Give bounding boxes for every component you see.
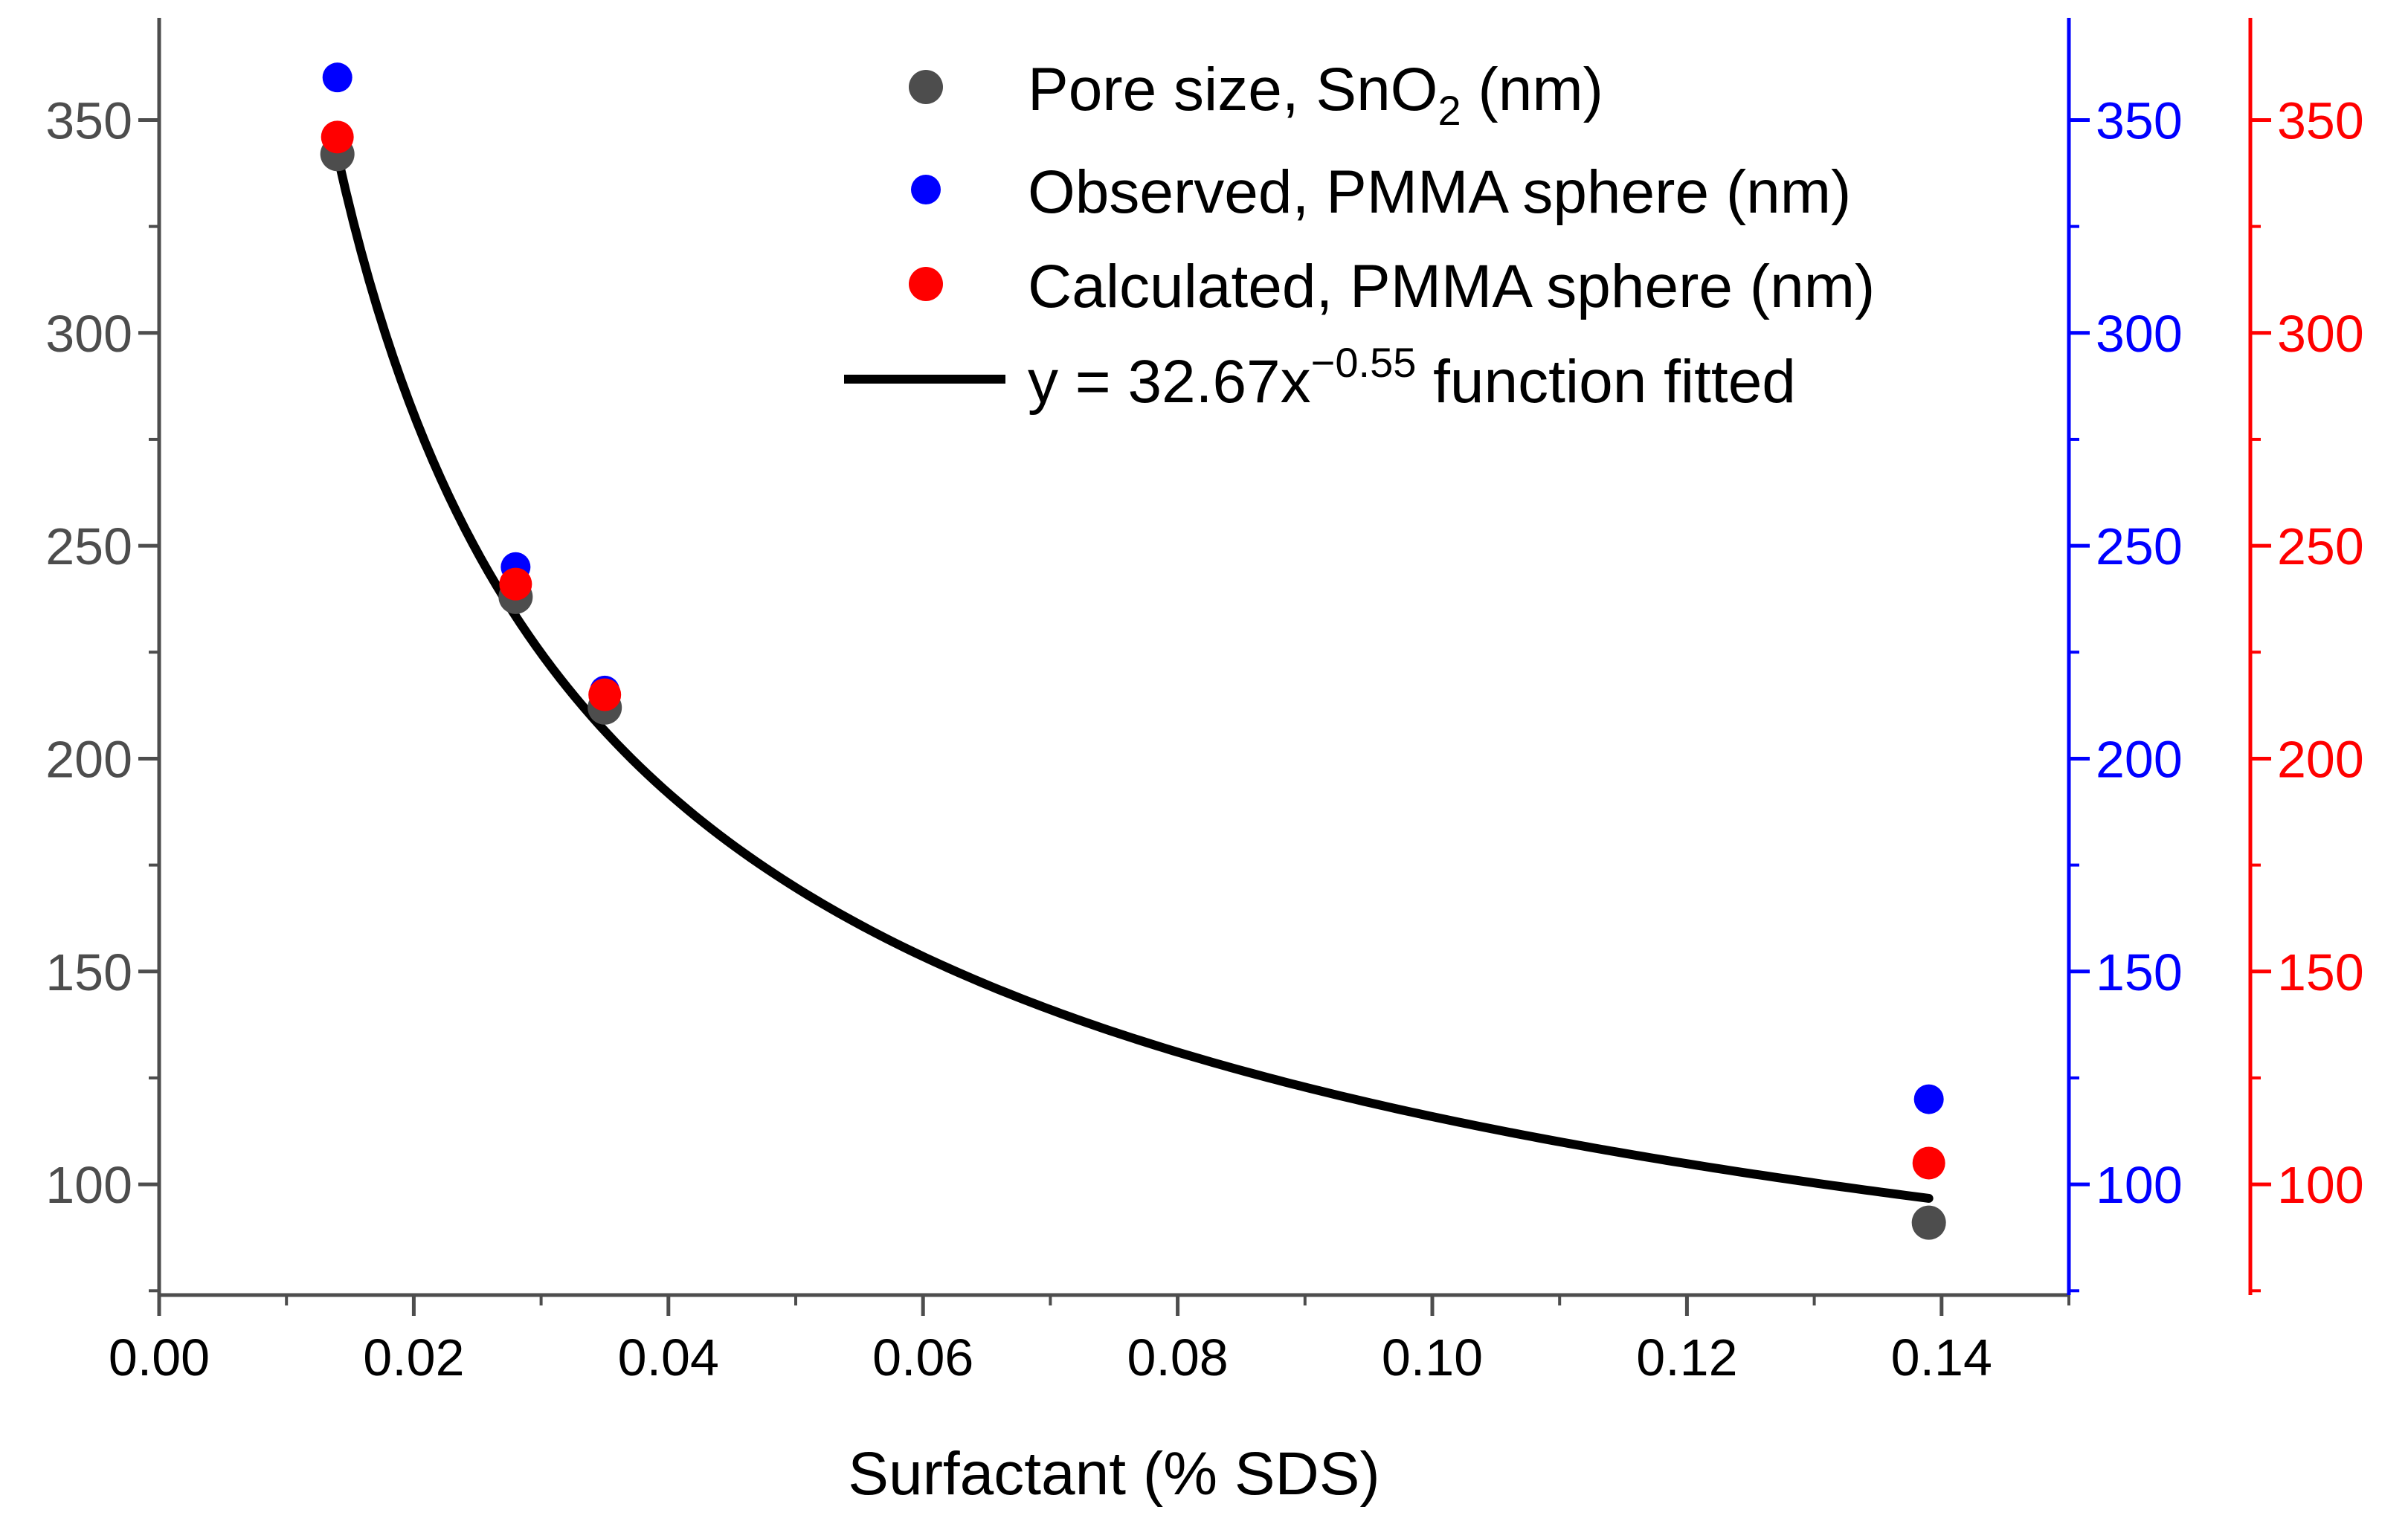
axes: 0.00 0.02 0.04 0.06 0.08 0.10 0.12 0.14 100 150 20… [45,18,2364,1386]
y-tick-label-right2: 250 [2277,517,2364,575]
y-tick-label-right1: 250 [2096,517,2183,575]
y-tick-label-left: 250 [45,517,132,575]
legend-label: Calculated, PMMA sphere (nm) [1028,253,1875,320]
y-tick-label-left: 200 [45,730,132,788]
y-tick-label-right1: 200 [2096,730,2183,788]
data-point [499,567,532,601]
x-tick-label: 0.06 [872,1329,973,1386]
x-tick-label: 0.08 [1127,1329,1228,1386]
y-tick-label-right2: 350 [2277,91,2364,149]
legend-marker [909,70,943,104]
x-tick-label: 0.14 [1891,1329,1992,1386]
data-point [322,62,352,93]
data-point [1913,1084,1944,1114]
y-tick-label-left: 100 [45,1156,132,1214]
x-tick-label: 0.02 [363,1329,464,1386]
y-tick-label-left: 300 [45,305,132,363]
x-tick-label: 0.12 [1636,1329,1737,1386]
y-tick-label-right2: 300 [2277,305,2364,363]
legend: Pore size, SnO2 (nm) Observed, PMMA spher… [844,56,1875,416]
data-point [1912,1146,1945,1180]
y-tick-label-right2: 150 [2277,943,2364,1001]
y-tick-label-right1: 150 [2096,943,2183,1001]
fit-curve-layer [332,150,1934,1203]
y-tick-label-right2: 200 [2277,730,2364,788]
data-point [1911,1205,1946,1240]
legend-label: Pore size, SnO2 (nm) [1028,56,1603,134]
x-tick-label: 0.04 [618,1329,719,1386]
fit-curve [332,150,1934,1203]
data-points-layer [320,62,1946,1240]
y-tick-label-right1: 300 [2096,305,2183,363]
legend-marker [909,267,943,301]
y-tick-label-left: 350 [45,91,132,149]
data-point [588,678,622,711]
x-axis-title: Surfactant (% SDS) [848,1440,1380,1508]
y-tick-label-right2: 100 [2277,1156,2364,1214]
legend-label: y = 32.67x−0.55 function fitted [1028,339,1796,416]
legend-marker [911,175,941,204]
y-tick-label-left: 150 [45,943,132,1001]
y-tick-label-right1: 100 [2096,1156,2183,1214]
y-tick-label-right1: 350 [2096,91,2183,149]
series-right2 [321,120,1945,1180]
x-tick-label: 0.10 [1382,1329,1483,1386]
legend-label: Observed, PMMA sphere (nm) [1028,158,1851,226]
data-point [321,120,354,154]
x-tick-label: 0.00 [109,1329,210,1386]
